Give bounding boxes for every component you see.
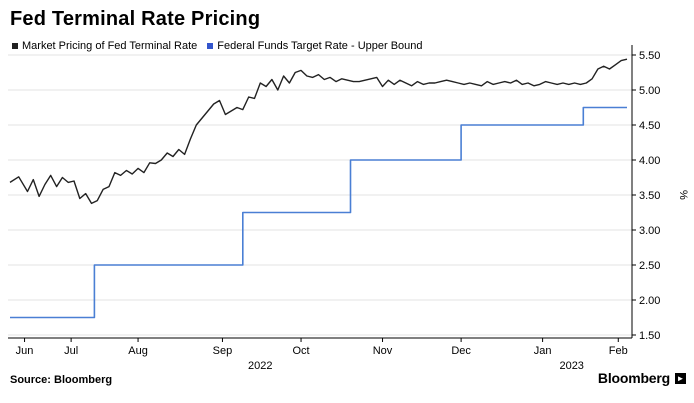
y-tick-label: 1.50 — [639, 330, 660, 342]
series-line-terminal-rate — [9, 58, 628, 205]
y-tick-label: 3.00 — [639, 225, 660, 237]
source-note: Source: Bloomberg — [10, 374, 113, 386]
legend-swatch-fed-funds — [207, 43, 214, 49]
legend-swatch-terminal-rate — [12, 43, 18, 49]
x-tick-label: Oct — [292, 345, 309, 357]
legend-label-fed-funds: Federal Funds Target Rate - Upper Bound — [217, 40, 423, 52]
chart-legend: Market Pricing of Fed Terminal Rate Fede… — [12, 40, 433, 52]
x-tick-label: Feb — [609, 345, 628, 357]
x-tick-label: Sep — [213, 345, 233, 357]
x-tick-label: Jan — [534, 345, 552, 357]
x-tick-label: Jun — [16, 345, 34, 357]
x-year-label: 2022 — [248, 360, 272, 372]
y-tick-label: 3.50 — [639, 190, 660, 202]
y-tick-label: 2.00 — [639, 295, 660, 307]
y-tick-label: 2.50 — [639, 260, 660, 272]
legend-item-fed-funds: Federal Funds Target Rate - Upper Bound — [207, 40, 423, 52]
y-axis-label: % — [677, 190, 689, 200]
x-tick-label: Aug — [128, 345, 148, 357]
series-line-fed-funds — [10, 106, 627, 319]
y-tick-label: 4.50 — [639, 120, 660, 132]
y-tick-label: 5.50 — [639, 50, 660, 62]
x-tick-label: Jul — [64, 345, 78, 357]
legend-item-terminal-rate: Market Pricing of Fed Terminal Rate — [12, 40, 197, 52]
x-tick-label: Nov — [373, 345, 393, 357]
brand-logo-text: Bloomberg — [597, 370, 670, 386]
brand-logo-icon: ► — [675, 373, 686, 384]
y-tick-label: 5.00 — [639, 85, 660, 97]
y-tick-label: 4.00 — [639, 155, 660, 167]
x-tick-label: Dec — [451, 345, 471, 357]
legend-label-terminal-rate: Market Pricing of Fed Terminal Rate — [22, 40, 198, 52]
page-title: Fed Terminal Rate Pricing — [10, 8, 261, 30]
x-year-label: 2023 — [559, 360, 583, 372]
